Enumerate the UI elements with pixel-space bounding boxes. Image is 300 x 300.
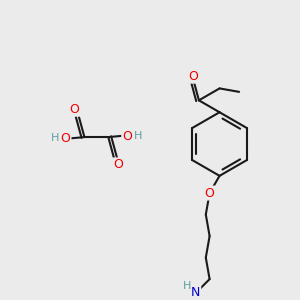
- Text: H: H: [182, 281, 191, 291]
- Text: O: O: [122, 130, 132, 142]
- Text: H: H: [50, 133, 59, 143]
- Text: O: O: [61, 132, 70, 145]
- Text: H: H: [134, 131, 142, 141]
- Text: O: O: [188, 70, 198, 83]
- Text: N: N: [191, 286, 200, 299]
- Text: O: O: [113, 158, 123, 171]
- Text: O: O: [70, 103, 80, 116]
- Text: O: O: [205, 187, 214, 200]
